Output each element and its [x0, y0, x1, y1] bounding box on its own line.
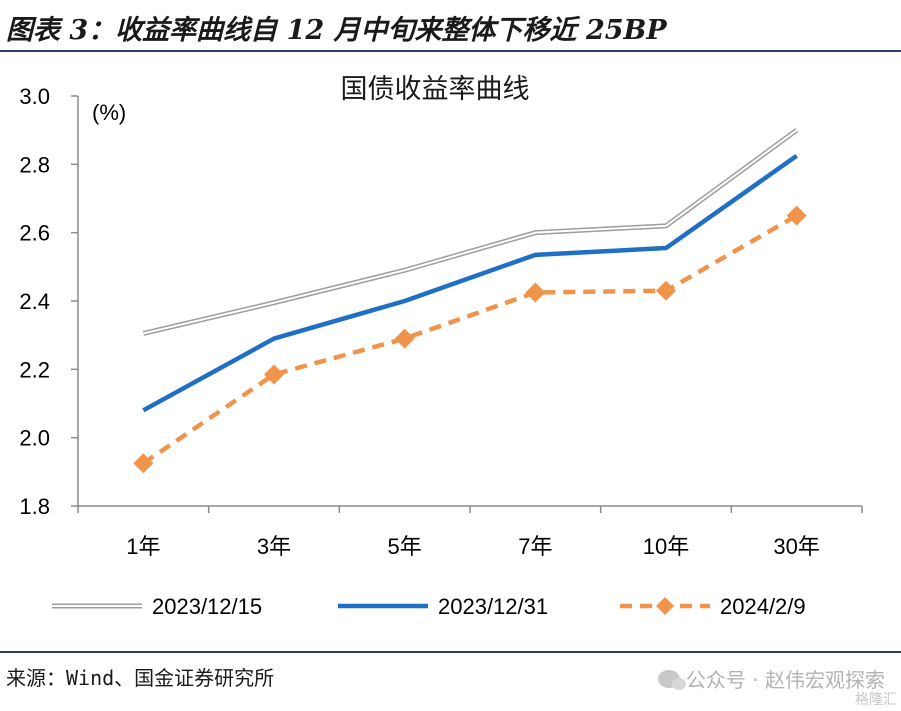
y-tick-label: 1.8	[19, 494, 50, 519]
y-tick-label: 3.0	[19, 84, 50, 109]
legend-label: 2024/2/9	[720, 594, 806, 619]
data-point-diamond	[394, 328, 415, 349]
legend: 2023/12/15 2023/12/31 2024/2/9	[52, 594, 806, 619]
legend-label: 2023/12/31	[438, 594, 548, 619]
data-point-diamond	[656, 280, 676, 301]
x-tick-label: 30年	[773, 534, 819, 559]
series-3	[133, 205, 807, 474]
y-tick-label: 2.2	[19, 357, 50, 382]
legend-item-1: 2023/12/15	[52, 594, 262, 619]
y-tick-label: 2.4	[19, 289, 50, 314]
series-line	[142, 153, 798, 413]
axes: 1.8 2.0 2.2 2.4 2.6 2.8 3.0 1年 3年 5年 7年 10年 30年	[19, 84, 863, 559]
wechat-icon	[657, 669, 686, 690]
series-1	[142, 128, 799, 336]
corner-watermark: 格隆汇	[855, 692, 897, 708]
bottom-divider	[0, 651, 901, 653]
x-tick-label: 7年	[518, 534, 552, 559]
data-point-diamond	[525, 282, 546, 303]
x-tick-label: 1年	[126, 534, 160, 559]
data-point-diamond	[133, 453, 154, 474]
figure-title: 图表 3：收益率曲线自 12 月中旬来整体下移近 25BP	[6, 15, 667, 46]
series-layer	[133, 128, 807, 474]
y-tick-label: 2.8	[19, 152, 50, 177]
watermark: 公众号 · 赵伟宏观探索	[657, 664, 885, 693]
data-point-diamond	[786, 205, 807, 226]
x-tick-label: 3年	[257, 534, 291, 559]
legend-diamond	[656, 597, 674, 615]
series-line-outer	[142, 128, 799, 336]
watermark-text: 公众号 · 赵伟宏观探索	[685, 668, 885, 692]
series-line-inner	[143, 129, 798, 335]
x-tick-label: 5年	[388, 534, 422, 559]
y-tick-label: 2.6	[19, 221, 50, 246]
x-tick-label: 10年	[643, 534, 689, 559]
data-point-diamond	[264, 364, 284, 385]
source-note: 来源：Wind、国金证券研究所	[6, 666, 275, 690]
legend-label: 2023/12/15	[152, 594, 262, 619]
legend-item-3: 2024/2/9	[620, 594, 806, 619]
series-line	[142, 213, 798, 466]
series-2	[142, 153, 798, 413]
y-tick-label: 2.0	[19, 426, 50, 451]
unit-label: (%)	[92, 100, 126, 125]
chart-title: 国债收益率曲线	[341, 74, 530, 105]
legend-item-2: 2023/12/31	[338, 594, 548, 619]
top-divider	[0, 50, 901, 52]
